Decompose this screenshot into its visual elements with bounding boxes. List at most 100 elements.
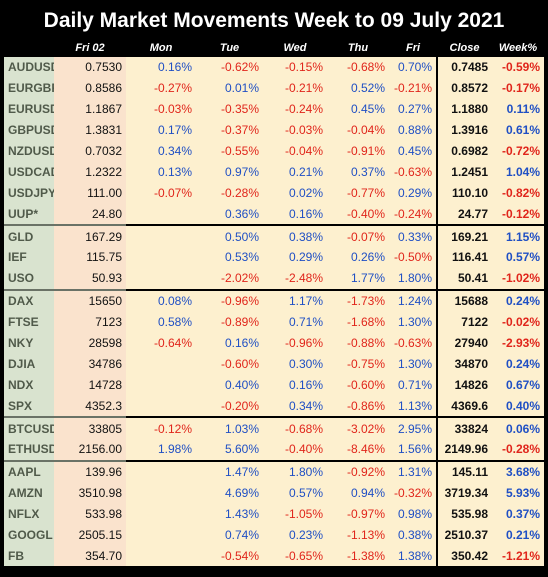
- ticker-cell: GBPUSD: [4, 119, 54, 141]
- wed-cell: 0.21%: [263, 161, 327, 183]
- thu-cell: 0.45%: [327, 98, 389, 120]
- wed-cell: -0.65%: [263, 545, 327, 567]
- ticker-cell: USDJPY: [4, 182, 54, 204]
- close-cell: 1.2451: [436, 161, 492, 183]
- fri-cell: 0.71%: [389, 374, 437, 396]
- wed-cell: 0.38%: [263, 224, 327, 248]
- tue-cell: -2.02%: [196, 267, 263, 290]
- fri-cell: -0.63%: [389, 332, 437, 354]
- thu-cell: -0.86%: [327, 395, 389, 418]
- fri-cell: 0.33%: [389, 224, 437, 248]
- thu-cell: -0.77%: [327, 182, 389, 204]
- wed-cell: 0.02%: [263, 182, 327, 204]
- wed-cell: 0.29%: [263, 247, 327, 268]
- fri-cell: 1.80%: [389, 267, 437, 290]
- wed-cell: -1.05%: [263, 503, 327, 525]
- week-pct-cell: 0.67%: [492, 374, 544, 396]
- fri02-cell: 2505.15: [54, 524, 126, 546]
- thu-cell: -0.92%: [327, 459, 389, 483]
- fri-cell: -0.24%: [389, 203, 437, 226]
- fri-cell: 0.27%: [389, 98, 437, 120]
- fri02-cell: 28598: [54, 332, 126, 354]
- fri02-cell: 14728: [54, 374, 126, 396]
- wed-cell: -2.48%: [263, 267, 327, 290]
- table-row: AAPL 139.96 1.47% 1.80% -0.92% 1.31% 145.11 3.6…: [4, 459, 544, 483]
- header-ticker: [4, 38, 54, 57]
- fri-cell: 0.38%: [389, 524, 437, 546]
- mon-cell: [126, 459, 196, 483]
- fri-cell: 1.31%: [389, 459, 437, 483]
- ticker-cell: NKY: [4, 332, 54, 354]
- fri-cell: 2.95%: [389, 416, 437, 440]
- fri02-cell: 4352.3: [54, 395, 126, 418]
- mon-cell: [126, 224, 196, 248]
- tue-cell: 4.69%: [196, 482, 263, 504]
- week-pct-cell: 1.15%: [492, 224, 544, 248]
- table-row: FTSE 7123 0.58% -0.89% 0.71% -1.68% 1.30% 7122-…: [4, 311, 544, 333]
- tue-cell: -0.35%: [196, 98, 263, 120]
- ticker-cell: ETHUSD: [4, 439, 54, 461]
- header-wed: Wed: [263, 38, 327, 57]
- close-cell: 0.8572: [436, 77, 492, 99]
- thu-cell: -0.91%: [327, 140, 389, 162]
- fri02-cell: 50.93: [54, 267, 126, 290]
- table-row: NFLX 533.98 1.43% -1.05% -0.97% 0.98% 535.98 0.…: [4, 503, 544, 525]
- fri-cell: -0.32%: [389, 482, 437, 504]
- close-cell: 33824: [436, 416, 492, 440]
- fri02-cell: 0.8586: [54, 77, 126, 99]
- header-thu: Thu: [327, 38, 389, 57]
- header-mon: Mon: [126, 38, 196, 57]
- header-fri02: Fri 02: [54, 38, 126, 57]
- thu-cell: 1.77%: [327, 267, 389, 290]
- mon-cell: -0.03%: [126, 98, 196, 120]
- mon-cell: [126, 503, 196, 525]
- fri02-cell: 1.2322: [54, 161, 126, 183]
- fri02-cell: 3510.98: [54, 482, 126, 504]
- fri-cell: 0.45%: [389, 140, 437, 162]
- close-cell: 27940: [436, 332, 492, 354]
- fri02-cell: 1.1867: [54, 98, 126, 120]
- mon-cell: [126, 267, 196, 290]
- mon-cell: 1.98%: [126, 439, 196, 461]
- close-cell: 7122: [436, 311, 492, 333]
- mon-cell: [126, 524, 196, 546]
- tue-cell: 0.36%: [196, 203, 263, 226]
- week-pct-cell: -0.02%: [492, 311, 544, 333]
- table-row: EURUSD 1.1867 -0.03% -0.35% -0.24% 0.45% 0.27%…: [4, 98, 544, 120]
- wed-cell: -0.15%: [263, 57, 327, 78]
- wed-cell: -0.40%: [263, 439, 327, 461]
- tue-cell: 0.01%: [196, 77, 263, 99]
- tue-cell: -0.60%: [196, 353, 263, 375]
- close-cell: 50.41: [436, 267, 492, 290]
- tue-cell: 1.47%: [196, 459, 263, 483]
- ticker-cell: NZDUSD: [4, 140, 54, 162]
- wed-cell: 1.80%: [263, 459, 327, 483]
- table-row: NDX 14728 0.40% 0.16% -0.60% 0.71% 14826 0.67%: [4, 374, 544, 396]
- mon-cell: [126, 395, 196, 418]
- close-cell: 169.21: [436, 224, 492, 248]
- fri02-cell: 7123: [54, 311, 126, 333]
- page-title: Daily Market Movements Week to 09 July 2…: [43, 9, 505, 32]
- tue-cell: 0.50%: [196, 224, 263, 248]
- thu-cell: -1.73%: [327, 288, 389, 312]
- ticker-cell: AUDUSD: [4, 57, 54, 78]
- ticker-cell: EURUSD: [4, 98, 54, 120]
- thu-cell: -0.68%: [327, 57, 389, 78]
- thu-cell: 0.94%: [327, 482, 389, 504]
- ticker-cell: USO: [4, 267, 54, 290]
- ticker-cell: AMZN: [4, 482, 54, 504]
- close-cell: 0.7485: [436, 57, 492, 78]
- ticker-cell: FB: [4, 545, 54, 567]
- fri02-cell: 34786: [54, 353, 126, 375]
- header-row: Fri 02 Mon Tue Wed Thu Fri Close Week%: [4, 38, 544, 57]
- close-cell: 15688: [436, 288, 492, 312]
- close-cell: 145.11: [436, 459, 492, 483]
- wed-cell: -0.96%: [263, 332, 327, 354]
- wed-cell: 0.30%: [263, 353, 327, 375]
- thu-cell: -3.02%: [327, 416, 389, 440]
- table-row: IEF 115.75 0.53% 0.29% 0.26% -0.50% 116.41 0.57…: [4, 247, 544, 268]
- table-row: DAX 15650 0.08% -0.96% 1.17% -1.73% 1.24% 15688…: [4, 288, 544, 312]
- mon-cell: [126, 545, 196, 567]
- close-cell: 350.42: [436, 545, 492, 567]
